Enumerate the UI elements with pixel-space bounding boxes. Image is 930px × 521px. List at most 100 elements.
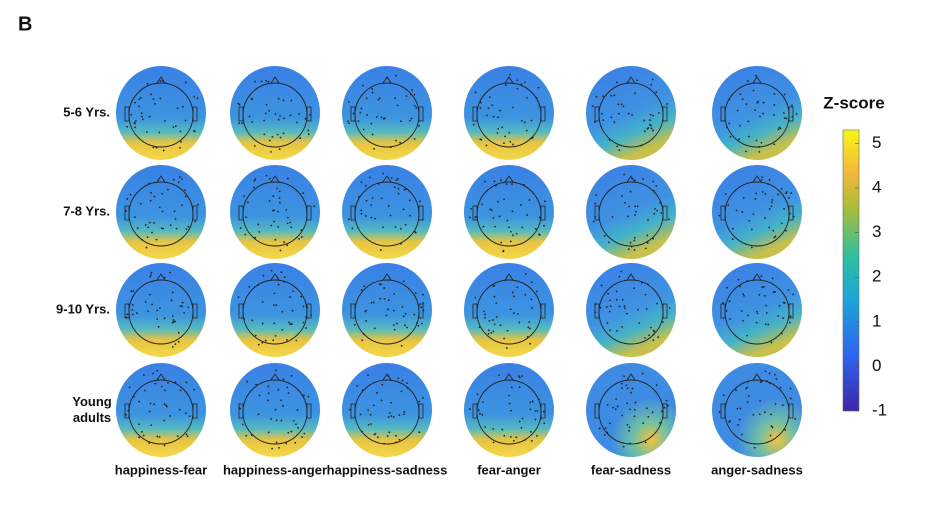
electrode: [508, 131, 511, 134]
electrode: [246, 380, 248, 383]
electrode: [396, 104, 399, 107]
electrode: [782, 317, 784, 319]
electrode: [746, 80, 749, 82]
electrode: [386, 435, 389, 437]
electrode: [477, 409, 480, 412]
electrode: [144, 389, 146, 392]
electrode: [185, 433, 188, 436]
electrode: [492, 217, 495, 219]
ear: [720, 403, 726, 419]
electrode: [286, 244, 289, 247]
electrode: [170, 299, 173, 302]
electrode: [648, 123, 651, 126]
electrode: [474, 91, 477, 94]
electrode: [752, 213, 755, 216]
electrode: [616, 329, 618, 332]
electrode: [634, 214, 636, 216]
electrode: [144, 300, 147, 303]
electrode: [656, 209, 659, 212]
electrode: [303, 432, 306, 435]
electrode: [152, 98, 155, 100]
electrode: [263, 119, 266, 122]
electrode: [652, 237, 655, 240]
electrode: [595, 95, 598, 98]
electrode: [738, 418, 741, 421]
electrode: [244, 233, 247, 236]
electrode: [492, 428, 495, 430]
electrode: [657, 336, 660, 339]
electrode: [292, 419, 295, 422]
electrode: [387, 375, 390, 377]
electrode: [142, 434, 145, 437]
electrode: [768, 226, 771, 229]
electrode: [289, 114, 292, 117]
electrode: [511, 183, 513, 185]
electrode: [419, 200, 421, 203]
ear: [350, 403, 356, 419]
ear: [124, 205, 130, 221]
topomap: [586, 165, 676, 259]
electrode: [292, 290, 295, 293]
electrode: [752, 413, 755, 416]
electrode: [406, 326, 408, 329]
scalp-map: [712, 165, 802, 259]
electrode: [171, 321, 174, 324]
electrode: [494, 184, 497, 187]
electrode: [359, 111, 362, 114]
electrode: [159, 97, 162, 100]
electrode: [421, 397, 424, 399]
electrode: [388, 431, 391, 434]
electrode: [631, 177, 633, 180]
electrode: [758, 150, 761, 153]
electrode: [779, 127, 782, 130]
electrode: [652, 129, 654, 132]
electrode: [286, 386, 289, 389]
electrode: [773, 114, 775, 116]
electrode: [389, 412, 391, 414]
electrode: [153, 403, 156, 406]
nose: [270, 373, 280, 381]
electrode: [301, 436, 303, 438]
scalp-map: [586, 66, 676, 160]
electrode: [534, 228, 537, 230]
electrode: [400, 390, 403, 393]
electrode: [237, 296, 240, 299]
electrode: [279, 249, 282, 252]
electrode: [529, 342, 531, 345]
electrode: [361, 430, 364, 433]
electrode: [536, 434, 538, 437]
electrode: [518, 376, 521, 379]
electrode: [647, 415, 650, 418]
electrode: [418, 400, 421, 403]
electrode: [729, 420, 731, 422]
electrode: [383, 442, 386, 445]
electrode: [604, 427, 607, 429]
electrode: [628, 205, 630, 208]
electrode: [155, 238, 158, 241]
electrode: [746, 334, 748, 337]
electrode: [254, 334, 257, 337]
electrode: [397, 177, 400, 180]
electrode: [777, 128, 780, 131]
electrode: [136, 227, 139, 230]
electrode: [260, 80, 263, 83]
electrode: [278, 201, 281, 204]
electrode: [300, 295, 303, 298]
electrode: [371, 133, 374, 136]
electrode: [470, 207, 472, 210]
electrode: [521, 375, 524, 378]
electrode: [609, 299, 612, 302]
electrode: [659, 202, 662, 204]
electrode: [646, 283, 649, 285]
electrode: [599, 306, 602, 309]
electrode: [146, 236, 149, 239]
ear: [124, 403, 130, 419]
electrode: [620, 382, 623, 385]
electrode: [150, 274, 152, 276]
electrode: [484, 313, 487, 316]
ear: [662, 403, 668, 419]
electrode: [722, 301, 724, 304]
electrode: [383, 287, 386, 289]
electrode: [352, 112, 355, 115]
electrode: [158, 206, 161, 209]
